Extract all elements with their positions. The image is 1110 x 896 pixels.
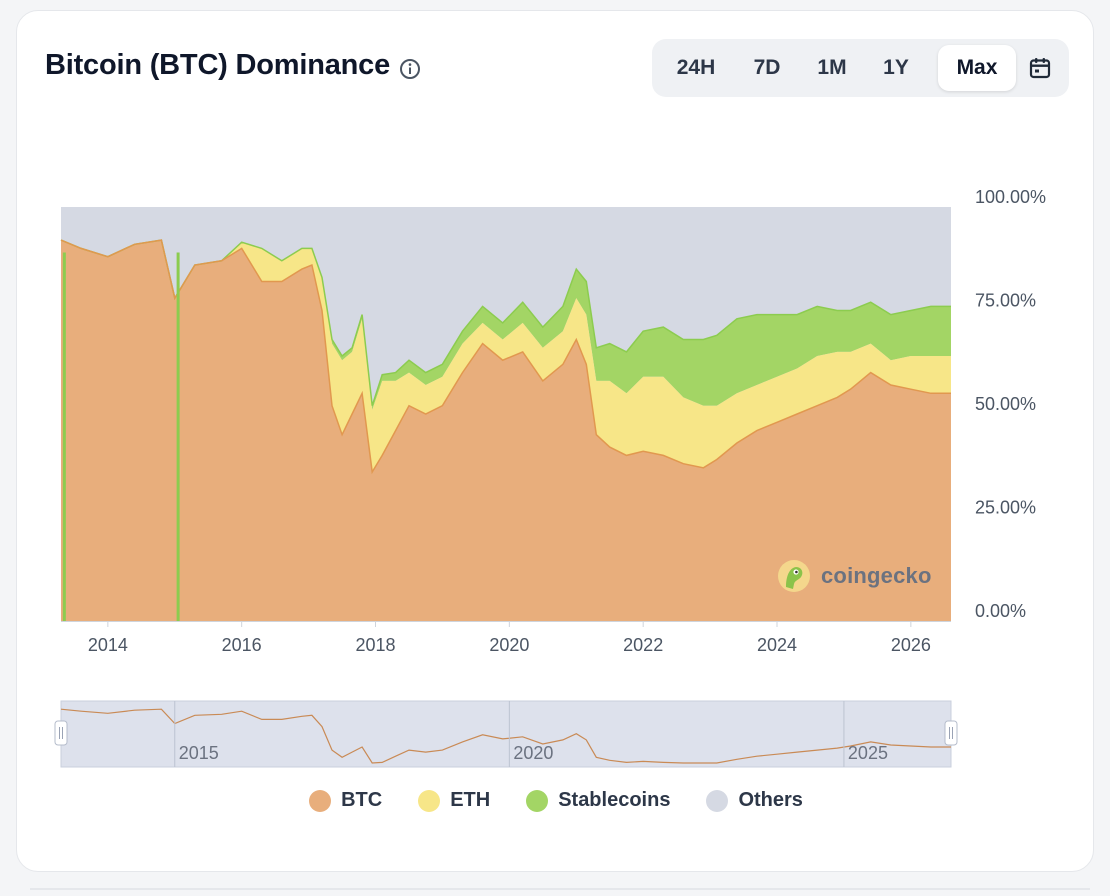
chart-title-row: Bitcoin (BTC) Dominance <box>45 49 421 82</box>
info-icon[interactable] <box>399 55 421 79</box>
y-tick-label: 100.00% <box>975 187 1046 207</box>
range-max-button[interactable]: Max <box>938 45 1016 91</box>
navigator-tick-label: 2015 <box>179 743 219 763</box>
x-tick-label: 2016 <box>222 635 262 655</box>
range-navigator: 2015 2020 2025 <box>54 700 958 768</box>
legend-item-stablecoins[interactable]: Stablecoins <box>526 789 670 812</box>
legend-dot-eth <box>418 789 441 812</box>
y-tick-label: 50.00% <box>975 394 1036 414</box>
legend-label-btc: BTC <box>341 789 383 811</box>
navigator-btc-line <box>60 708 951 764</box>
x-tick-label: 2020 <box>489 635 529 655</box>
range-24h-button[interactable]: 24H <box>676 56 716 79</box>
chart-title: Bitcoin (BTC) Dominance <box>45 49 391 81</box>
series-btc-area <box>61 240 951 621</box>
dominance-chart[interactable]: 2014 2016 2018 2020 2022 2024 2026 100.00% 75.00… <box>17 11 1095 771</box>
legend-item-others[interactable]: Others <box>706 789 803 812</box>
navigator-left-handle[interactable] <box>54 720 68 746</box>
x-tick-label: 2018 <box>355 635 395 655</box>
range-1m-button[interactable]: 1M <box>817 56 847 79</box>
y-tick-label: 25.00% <box>975 498 1036 518</box>
drag-handle-icon <box>54 720 68 746</box>
series-eth-area <box>61 240 951 472</box>
legend-dot-others <box>706 789 729 812</box>
legend-item-eth[interactable]: ETH <box>418 789 490 812</box>
page-divider <box>30 888 1090 890</box>
watermark-text: coingecko <box>821 563 932 588</box>
x-tick-label: 2024 <box>757 635 797 655</box>
legend-item-btc[interactable]: BTC <box>309 789 382 812</box>
chart-card: Bitcoin (BTC) Dominance 24H 7D 1M 1Y Max… <box>16 10 1094 872</box>
legend-label-others: Others <box>738 789 803 811</box>
legend-label-stablecoins: Stablecoins <box>558 789 671 811</box>
drag-handle-icon <box>944 720 958 746</box>
series-btc-line <box>60 239 951 475</box>
legend-dot-stablecoins <box>526 789 549 812</box>
coingecko-logo: coingecko <box>777 559 932 593</box>
coingecko-logo-icon <box>778 560 810 592</box>
navigator-tick-label: 2025 <box>848 743 888 763</box>
navigator-right-handle[interactable] <box>944 720 958 746</box>
x-tick-label: 2014 <box>88 635 128 655</box>
range-1y-button[interactable]: 1Y <box>883 56 909 79</box>
x-tick-label: 2022 <box>623 635 663 655</box>
range-7d-button[interactable]: 7D <box>753 56 781 79</box>
series-stablecoins-area <box>61 240 951 410</box>
time-range-selector: 24H 7D 1M 1Y Max <box>652 39 1069 97</box>
calendar-icon[interactable] <box>1017 45 1063 91</box>
y-tick-label: 0.00% <box>975 601 1026 621</box>
legend-label-eth: ETH <box>450 789 491 811</box>
x-tick-label: 2026 <box>891 635 931 655</box>
chart-legend: BTC ETH Stablecoins Others <box>17 789 1095 812</box>
series-stablecoins-line <box>60 239 951 406</box>
y-tick-label: 75.00% <box>975 291 1036 311</box>
navigator-tick-label: 2020 <box>513 743 553 763</box>
legend-dot-btc <box>309 789 332 812</box>
